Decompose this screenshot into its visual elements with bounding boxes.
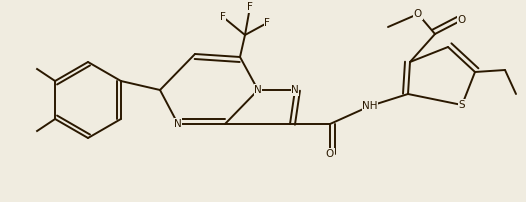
Text: O: O xyxy=(326,149,334,159)
Text: N: N xyxy=(291,85,299,95)
Text: F: F xyxy=(247,2,253,12)
Text: F: F xyxy=(220,12,226,22)
Text: O: O xyxy=(458,15,466,25)
Text: N: N xyxy=(254,85,262,95)
Text: NH: NH xyxy=(362,101,378,111)
Text: N: N xyxy=(174,119,182,129)
Text: O: O xyxy=(414,9,422,19)
Text: S: S xyxy=(459,100,466,110)
Text: F: F xyxy=(264,18,270,28)
